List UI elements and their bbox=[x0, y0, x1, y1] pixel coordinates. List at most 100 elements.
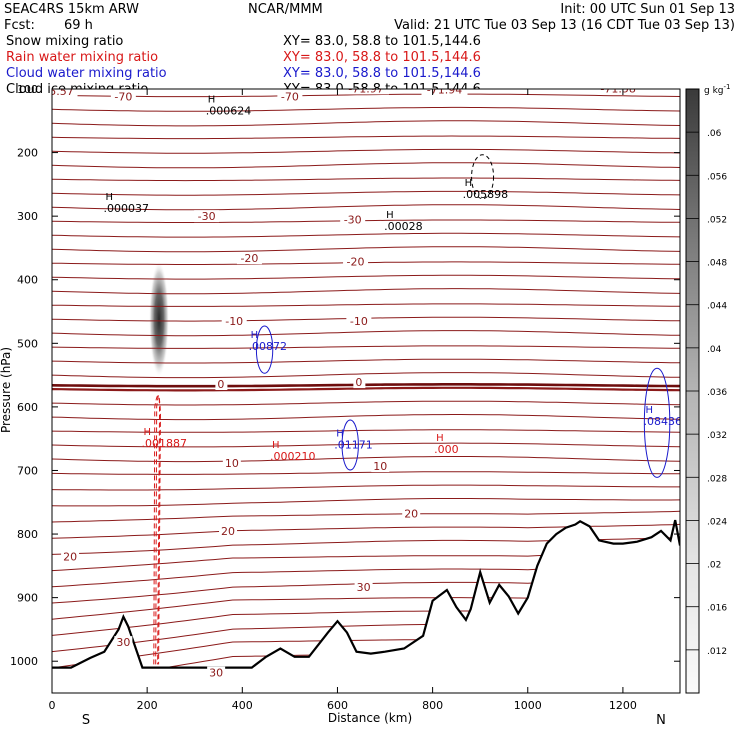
field-xy: XY= 83.0, 58.8 to 101.5,144.6 bbox=[283, 50, 481, 65]
temperature-contour-label: 20 bbox=[219, 524, 238, 538]
label-background bbox=[343, 255, 369, 268]
temperature-label-text: -70 bbox=[114, 91, 132, 104]
temperature-label-text: -30 bbox=[198, 210, 216, 223]
maximum-label: H.000 bbox=[434, 433, 459, 456]
label-background bbox=[353, 376, 366, 389]
colorbar: g kg-1 .012 .016 .02 .024 .028 .032 .036 .04 .04… bbox=[685, 83, 730, 694]
temperature-contour-label: -71.58 bbox=[595, 82, 642, 95]
rain-water-contour bbox=[155, 395, 161, 665]
temperature-label-text: 0 bbox=[217, 378, 224, 391]
maximum-h-marker: H bbox=[336, 428, 344, 439]
y-tick-label: 200 bbox=[17, 147, 38, 160]
y-tick-label: 1000 bbox=[10, 655, 38, 668]
label-background bbox=[194, 210, 220, 223]
temperature-contour-label: -20 bbox=[343, 255, 369, 268]
init-time: Init: 00 UTC Sun 01 Sep 13 bbox=[560, 2, 735, 17]
y-tick-label-top: 100 bbox=[17, 83, 38, 96]
temperature-contour bbox=[52, 288, 680, 295]
temperature-contour bbox=[52, 246, 680, 253]
field-name: Snow mixing ratio bbox=[6, 34, 123, 49]
x-end-label-north: N bbox=[656, 713, 666, 728]
temperature-contour-label: 20 bbox=[402, 507, 421, 521]
temperature-contour-label: -20 bbox=[236, 252, 262, 265]
valid-time: Valid: 21 UTC Tue 03 Sep 13 (16 CDT Tue … bbox=[394, 18, 735, 33]
maximum-value: .000624 bbox=[206, 105, 252, 118]
maximum-value: .001887 bbox=[142, 437, 188, 450]
maximum-label: H.000210 bbox=[270, 440, 316, 463]
label-background bbox=[207, 666, 226, 679]
temperature-label-text: -10 bbox=[350, 315, 368, 328]
y-tick-label: 400 bbox=[17, 274, 38, 287]
maximum-value: .00872 bbox=[249, 340, 287, 353]
colorbar-tick-label: .036 bbox=[707, 388, 727, 398]
temperature-contour bbox=[52, 232, 680, 238]
maximum-h-marker: H bbox=[208, 95, 216, 106]
temperature-contour-label: -30 bbox=[340, 213, 366, 226]
field-name: Cloud water mixing ratio bbox=[6, 66, 167, 81]
rain-water-contour bbox=[153, 395, 161, 665]
x-tick-label: 400 bbox=[232, 699, 253, 712]
temperature-contour bbox=[52, 498, 680, 507]
x-tick-label: 200 bbox=[137, 699, 158, 712]
colorbar-tick-label: .012 bbox=[707, 647, 727, 657]
temperature-label-text: 30 bbox=[209, 667, 223, 680]
label-background bbox=[52, 89, 78, 97]
y-tick-label: 300 bbox=[17, 210, 38, 223]
temperature-label-text: 30 bbox=[116, 636, 130, 649]
cloud-ice-contour bbox=[471, 154, 495, 200]
y-tick-label: 700 bbox=[17, 464, 38, 477]
maximum-label: H.00028 bbox=[384, 210, 423, 233]
label-background bbox=[346, 315, 372, 328]
temperature-contour-label: 30 bbox=[354, 580, 373, 594]
y-tick-label: 900 bbox=[17, 592, 38, 605]
temperature-contour-label: 10 bbox=[222, 456, 241, 470]
temperature-label-text: -70 bbox=[281, 91, 299, 104]
label-background bbox=[110, 90, 136, 103]
temperature-contour bbox=[52, 162, 680, 169]
maximum-h-marker: H bbox=[436, 433, 444, 444]
x-tick-label: 1200 bbox=[609, 699, 637, 712]
temperature-contour bbox=[52, 106, 680, 112]
temperature-contour bbox=[52, 93, 680, 98]
label-background bbox=[221, 315, 247, 328]
label-background bbox=[114, 636, 133, 649]
colorbar-tick-label: .044 bbox=[707, 302, 727, 312]
temperature-contour bbox=[52, 120, 680, 127]
temperature-contour-label: -10 bbox=[221, 315, 247, 328]
label-background bbox=[371, 460, 390, 473]
temperature-contour bbox=[52, 372, 680, 379]
label-background bbox=[595, 89, 642, 95]
maximum-label: H.00872 bbox=[249, 330, 287, 353]
maximum-value: .000037 bbox=[103, 202, 149, 215]
maximum-label: H.005898 bbox=[463, 178, 509, 201]
x-end-label-south: S bbox=[82, 713, 90, 728]
x-axis-label: Distance (km) bbox=[328, 711, 412, 725]
temperature-contour-label: 10 bbox=[371, 460, 390, 473]
temperature-label-text: -30 bbox=[344, 213, 362, 226]
header: SEAC4RS 15km ARW NCAR/MMM Init: 00 UTC S… bbox=[4, 2, 735, 33]
colorbar-tick-label: .052 bbox=[707, 215, 727, 225]
colorbar-tick-label: .024 bbox=[707, 517, 727, 527]
y-tick-label: 600 bbox=[17, 401, 38, 414]
temperature-contour-label: 0 bbox=[353, 376, 366, 389]
maximum-h-marker: H bbox=[465, 178, 473, 189]
label-background bbox=[343, 89, 389, 95]
temperature-contour-label: 30 bbox=[207, 666, 226, 680]
temperature-label-text: 5.57 bbox=[49, 85, 74, 98]
temperature-label-text: -71.58 bbox=[600, 82, 635, 95]
label-background bbox=[236, 252, 262, 265]
maximum-value: .01171 bbox=[334, 438, 373, 451]
temperature-label-text: -10 bbox=[225, 315, 243, 328]
temperature-label-text: -71.97 bbox=[348, 82, 383, 95]
temperature-contour bbox=[52, 274, 680, 280]
x-tick-label: 1000 bbox=[514, 699, 542, 712]
colorbar-tick-label: .06 bbox=[707, 129, 722, 139]
label-background bbox=[340, 213, 366, 226]
maximum-h-marker: H bbox=[105, 192, 113, 203]
x-tick-label: 800 bbox=[422, 699, 443, 712]
temperature-label-text: 20 bbox=[63, 550, 77, 563]
maximum-h-marker: H bbox=[251, 330, 259, 341]
temperature-contour bbox=[52, 219, 680, 223]
field-list: Snow mixing ratio XY= 83.0, 58.8 to 101.5… bbox=[6, 34, 481, 97]
